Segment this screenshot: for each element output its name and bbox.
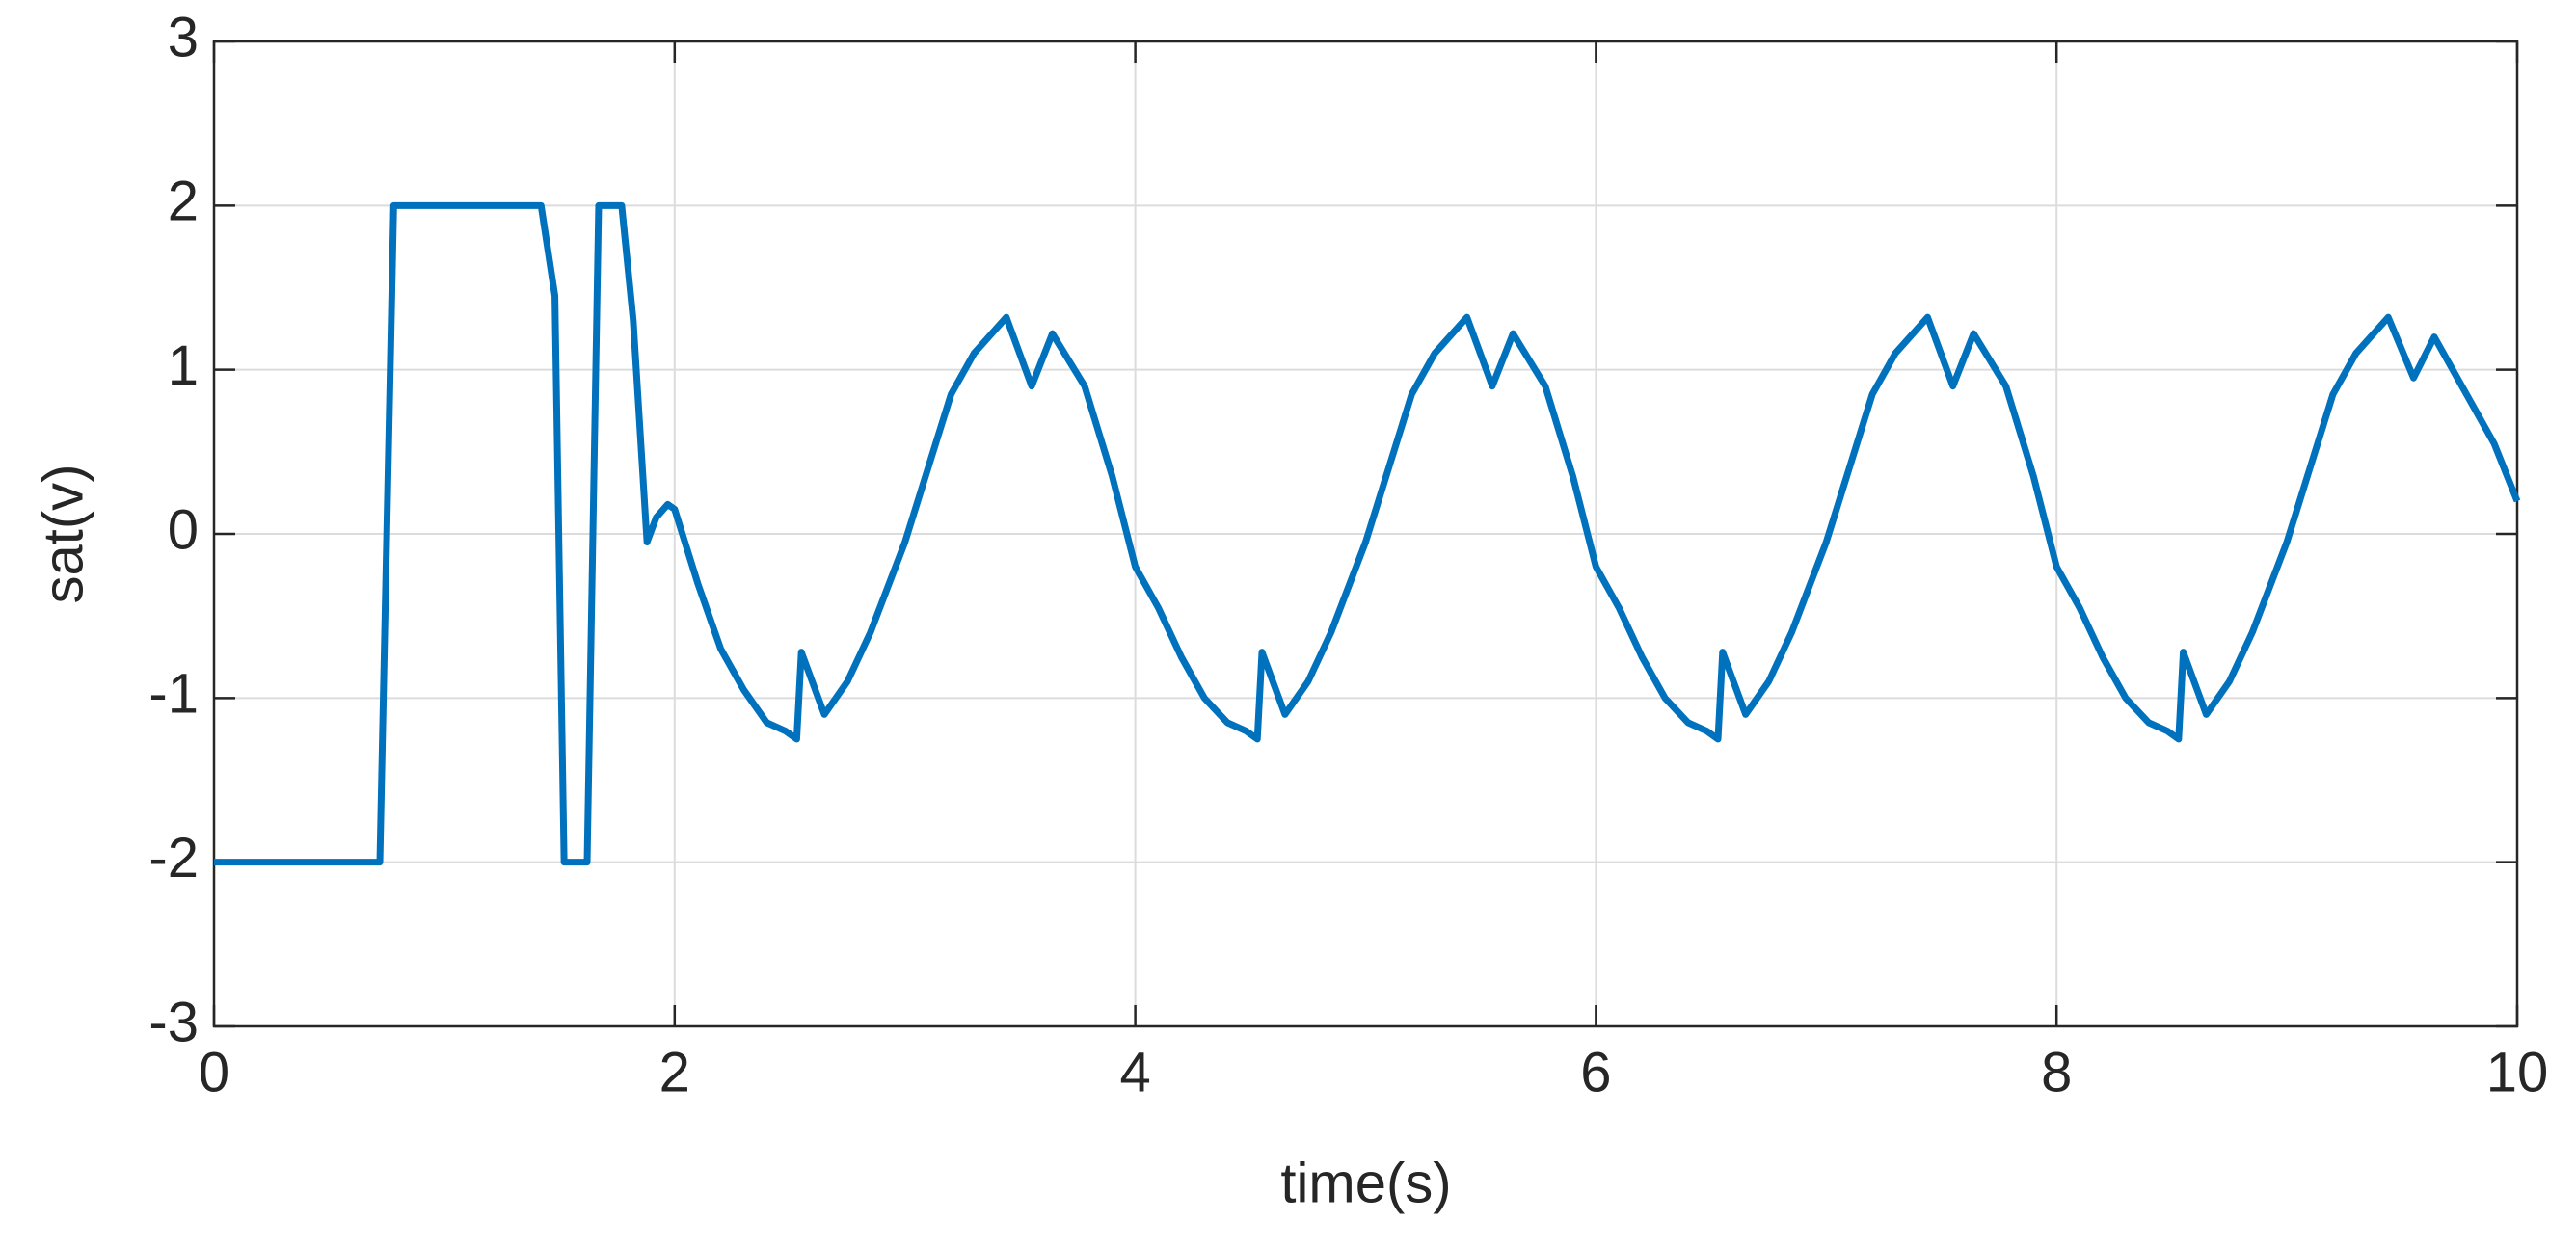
- x-axis-label: time(s): [1280, 1152, 1451, 1214]
- x-tick-label: 2: [659, 1041, 690, 1103]
- data-line: [214, 201, 2521, 866]
- plot-frame: [212, 40, 2519, 1028]
- x-tick-label: 8: [2041, 1041, 2072, 1103]
- y-tick-label: 0: [168, 498, 199, 561]
- x-tick-label: 0: [199, 1041, 229, 1103]
- y-axis-label: sat(v): [32, 465, 94, 604]
- y-tick-label: 2: [168, 171, 199, 233]
- y-tick-label: -3: [148, 991, 199, 1053]
- y-tick-label: -2: [148, 827, 199, 890]
- y-tick-label: 1: [168, 334, 199, 397]
- y-tick-label: -1: [148, 663, 199, 726]
- x-tick-label: 10: [2486, 1041, 2549, 1103]
- y-tick-label: 3: [168, 6, 199, 68]
- x-tick-label: 4: [1119, 1041, 1150, 1103]
- x-tick-label: 6: [1580, 1041, 1611, 1103]
